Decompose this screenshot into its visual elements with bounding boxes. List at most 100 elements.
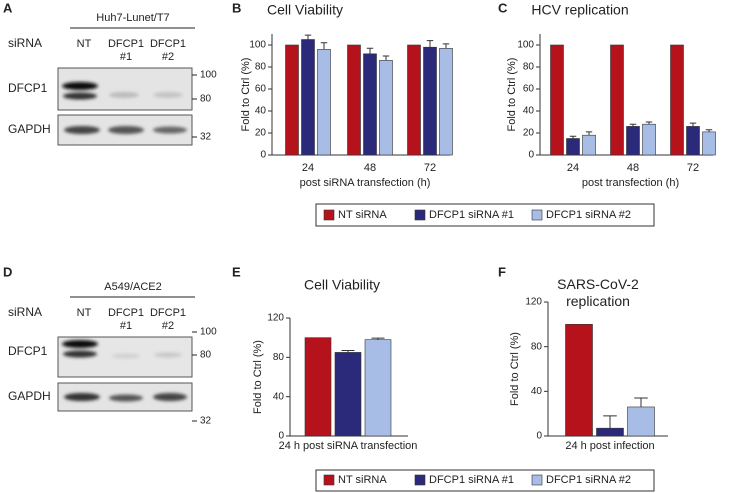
panel-letter: D bbox=[3, 264, 12, 279]
bar bbox=[423, 46, 437, 156]
legend-label: DFCP1 siRNA #1 bbox=[429, 209, 514, 221]
marker: 32 bbox=[200, 132, 212, 143]
bar bbox=[596, 427, 624, 437]
panel-letter: B bbox=[232, 0, 241, 15]
y-tick-label: 120 bbox=[267, 313, 284, 324]
bar bbox=[285, 44, 299, 156]
row-label: GAPDH bbox=[8, 122, 51, 136]
panel-letter: F bbox=[498, 264, 506, 279]
error-bar bbox=[603, 415, 617, 429]
error-bar bbox=[645, 121, 653, 125]
y-axis-label: Fold to Ctrl (%) bbox=[509, 332, 521, 406]
bar bbox=[363, 53, 377, 156]
row-label: GAPDH bbox=[8, 389, 51, 403]
error-bar bbox=[371, 337, 385, 340]
bar bbox=[702, 131, 716, 156]
x-tick-label: 48 bbox=[627, 162, 639, 174]
chart-title: HCV replication bbox=[531, 2, 628, 18]
legend-label: DFCP1 siRNA #2 bbox=[546, 474, 631, 486]
lane-label: NT bbox=[76, 38, 92, 50]
legend-label: DFCP1 siRNA #2 bbox=[546, 209, 631, 221]
lane-label: DFCP1 #1 bbox=[107, 38, 145, 63]
y-tick-label: 0 bbox=[278, 431, 284, 442]
bar bbox=[407, 44, 421, 156]
legend-label: NT siRNA bbox=[338, 209, 387, 221]
marker: 100 bbox=[200, 70, 217, 81]
row-label: DFCP1 bbox=[8, 344, 48, 358]
y-tick-label: 40 bbox=[255, 106, 267, 117]
bar bbox=[642, 123, 656, 156]
marker: 100 bbox=[200, 327, 217, 338]
y-tick-label: 80 bbox=[255, 62, 267, 73]
bar bbox=[347, 44, 361, 156]
cell-line: Huh7-Lunet/T7 bbox=[96, 12, 169, 24]
marker: 80 bbox=[200, 94, 212, 105]
x-tick-label: 24 bbox=[302, 162, 314, 174]
bar bbox=[582, 134, 596, 156]
error-bar bbox=[629, 123, 637, 127]
chart-title: SARS-CoV-2 replication bbox=[557, 276, 639, 309]
error-bar bbox=[569, 135, 577, 139]
row-label: DFCP1 bbox=[8, 81, 48, 95]
x-tick-label: 24 h post infection bbox=[565, 440, 654, 452]
legend-swatch bbox=[323, 474, 335, 486]
bar bbox=[565, 324, 593, 437]
legend-label: DFCP1 siRNA #1 bbox=[429, 474, 514, 486]
legend-swatch bbox=[531, 209, 543, 221]
marker: 32 bbox=[200, 416, 212, 427]
legend-swatch bbox=[414, 474, 426, 486]
legend-swatch bbox=[531, 474, 543, 486]
error-bar bbox=[442, 43, 450, 49]
y-tick-label: 60 bbox=[523, 84, 535, 95]
x-axis-label: post siRNA transfection (h) bbox=[300, 177, 431, 189]
error-bar bbox=[366, 47, 374, 54]
y-tick-label: 20 bbox=[523, 128, 535, 139]
cell-line: A549/ACE2 bbox=[104, 281, 161, 293]
y-tick-label: 40 bbox=[531, 386, 543, 397]
y-axis-label: Fold to Ctrl (%) bbox=[252, 340, 264, 414]
bar bbox=[550, 44, 564, 156]
blot-a bbox=[57, 27, 197, 146]
bar bbox=[304, 337, 332, 437]
legend-label: NT siRNA bbox=[338, 474, 387, 486]
panel-letter: A bbox=[3, 0, 13, 15]
chart-title: Cell Viability bbox=[304, 277, 380, 293]
y-tick-label: 120 bbox=[525, 297, 542, 308]
bar bbox=[610, 44, 624, 156]
error-bar bbox=[634, 397, 648, 407]
bar bbox=[334, 352, 362, 437]
x-tick-label: 48 bbox=[364, 162, 376, 174]
x-axis-label: post transfection (h) bbox=[582, 177, 679, 189]
y-tick-label: 100 bbox=[249, 40, 266, 51]
y-tick-label: 20 bbox=[255, 128, 267, 139]
lane-label: NT bbox=[76, 307, 92, 319]
lane-label: DFCP1 #2 bbox=[149, 38, 187, 63]
y-tick-label: 80 bbox=[523, 62, 535, 73]
legend-swatch bbox=[414, 209, 426, 221]
bar bbox=[301, 39, 315, 156]
chart-title: Cell Viability bbox=[267, 2, 343, 18]
y-tick-label: 100 bbox=[517, 40, 534, 51]
bar bbox=[626, 126, 640, 156]
bar bbox=[364, 339, 392, 437]
x-tick-label: 24 h post siRNA transfection bbox=[279, 440, 418, 452]
error-bar bbox=[320, 42, 328, 50]
bar bbox=[670, 44, 684, 156]
panel-letter: E bbox=[232, 264, 241, 279]
y-tick-label: 60 bbox=[255, 84, 267, 95]
legend-swatch bbox=[323, 209, 335, 221]
y-tick-label: 0 bbox=[536, 431, 542, 442]
panel-letter: C bbox=[498, 0, 508, 15]
row-header: siRNA bbox=[8, 36, 42, 50]
x-tick-label: 72 bbox=[424, 162, 436, 174]
marker: 80 bbox=[200, 350, 212, 361]
error-bar bbox=[382, 55, 390, 61]
y-tick-label: 0 bbox=[260, 150, 266, 161]
error-bar bbox=[689, 122, 697, 127]
y-tick-label: 80 bbox=[273, 352, 285, 363]
error-bar bbox=[585, 131, 593, 136]
y-tick-label: 40 bbox=[273, 391, 285, 402]
error-bar bbox=[426, 40, 434, 48]
